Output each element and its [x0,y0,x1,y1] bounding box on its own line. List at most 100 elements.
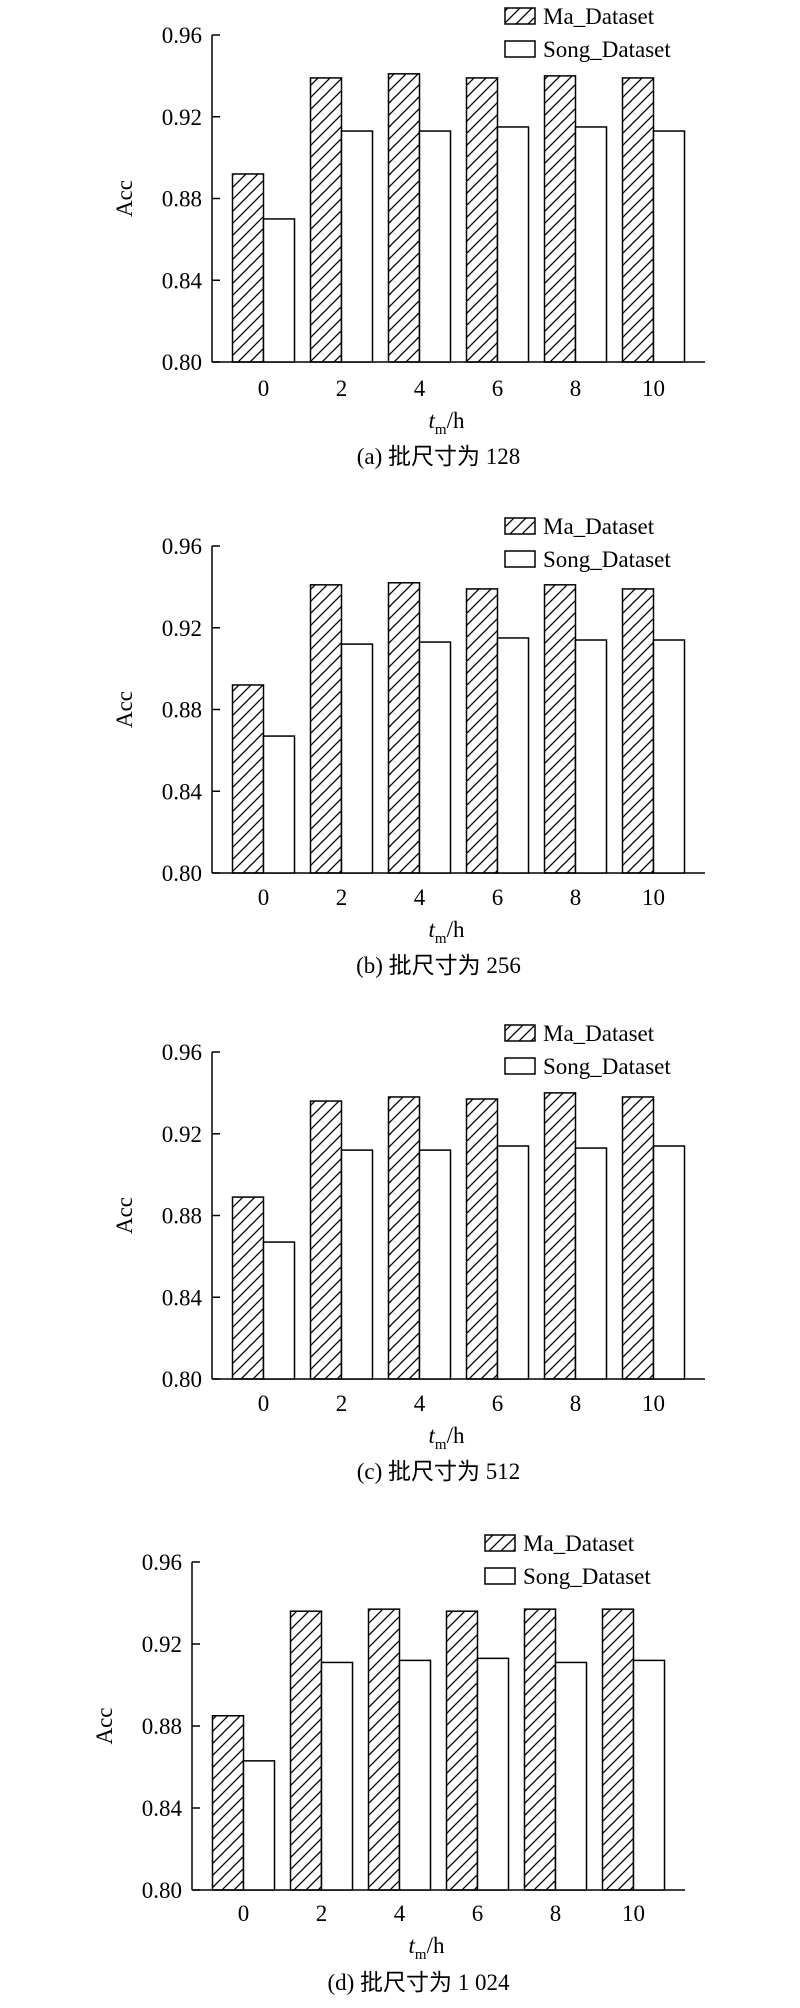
chart-panel-a: 0.80 0.84 0.88 0.92 0.96 Acc 0 2 4 6 8 10 tm/h Ma_Dat… [112,4,705,469]
chart-panel-b: 0.80 0.84 0.88 0.92 0.96 Acc 0 2 4 6 8 10 tm/h Ma_Dat… [112,514,705,978]
x-axis-title-sub: m [435,931,447,947]
bar-ma-dataset [465,1098,499,1380]
legend-label: Song_Dataset [523,1564,651,1589]
bar-song-dataset [496,126,530,363]
legend-label: Song_Dataset [543,1054,671,1079]
bar-ma-dataset [309,77,343,363]
y-tick-label: 0.84 [162,1285,203,1310]
bar-ma-dataset [543,584,577,874]
legend-label: Song_Dataset [543,547,671,572]
x-tick-label: 4 [394,1901,406,1926]
bar-song-dataset [574,1147,608,1380]
bar-ma-dataset [445,1610,479,1891]
x-tick-label: 0 [258,376,270,401]
y-tick-label: 0.88 [142,1714,182,1739]
y-tick-label: 0.92 [162,105,202,130]
legend-swatch-song-dataset [484,1567,516,1585]
x-axis-title-unit: /h [427,1933,445,1958]
bar-ma-dataset [231,173,265,363]
bar-song-dataset [496,637,530,874]
y-tick-label: 0.88 [162,1204,202,1229]
x-axis-title: tm/h [429,917,465,947]
x-tick-label: 8 [550,1901,562,1926]
x-axis-title-unit: /h [447,1423,465,1448]
bar-song-dataset [574,639,608,874]
bar-ma-dataset [621,588,655,874]
x-axis-title-sub: m [435,422,447,438]
legend-swatch-ma-dataset [504,7,536,25]
legend-label: Song_Dataset [543,37,671,62]
legend-label: Ma_Dataset [543,1021,655,1046]
legend-swatch-ma-dataset [504,1024,536,1042]
bar-song-dataset [398,1659,432,1891]
y-tick-label: 0.96 [162,1040,202,1065]
y-tick-label: 0.84 [162,779,203,804]
x-axis-title-unit: /h [447,408,465,433]
x-axis-title: tm/h [429,408,465,438]
legend-swatch-ma-dataset [504,517,536,535]
bar-song-dataset [652,130,686,363]
bar-song-dataset [554,1661,588,1891]
x-tick-label: 2 [336,1391,348,1416]
bar-ma-dataset [309,1100,343,1380]
chart-panel-c: 0.80 0.84 0.88 0.92 0.96 Acc 0 2 4 6 8 10 tm/h Ma_Dat… [112,1021,705,1484]
bar-song-dataset [574,126,608,363]
bar-song-dataset [652,1145,686,1380]
x-tick-label: 10 [642,1391,665,1416]
bar-ma-dataset [309,584,343,874]
x-tick-label: 2 [336,376,348,401]
bar-song-dataset [262,218,296,363]
x-tick-label: 8 [570,1391,582,1416]
bar-song-dataset [496,1145,530,1380]
bar-song-dataset [476,1657,510,1891]
legend-label: Ma_Dataset [543,514,655,539]
y-tick-label: 0.92 [162,616,202,641]
legend-label: Ma_Dataset [543,4,655,29]
chart-panel-d: 0.80 0.84 0.88 0.92 0.96 Acc 0 2 4 6 8 10 tm/h Ma_Dat… [92,1531,685,1995]
x-tick-label: 0 [258,885,270,910]
bar-song-dataset [418,1149,452,1380]
x-axis-title-var: t [429,408,436,433]
x-tick-label: 8 [570,885,582,910]
legend-swatch-song-dataset [504,1057,536,1075]
bar-ma-dataset [231,1196,265,1380]
bar-ma-dataset [601,1608,635,1891]
bar-ma-dataset [387,1096,421,1380]
y-axis-title: Acc [112,180,137,217]
x-tick-label: 10 [642,885,665,910]
y-tick-label: 0.96 [162,23,202,48]
x-tick-label: 6 [472,1901,484,1926]
x-tick-label: 4 [414,1391,426,1416]
chart-caption: (d) 批尺寸为 1 024 [327,1970,510,1995]
y-axis-title: Acc [112,1197,137,1234]
x-tick-label: 10 [622,1901,645,1926]
x-tick-label: 2 [336,885,348,910]
bar-song-dataset [262,1241,296,1380]
chart-caption: (b) 批尺寸为 256 [356,953,521,978]
y-tick-label: 0.92 [162,1122,202,1147]
bar-song-dataset [340,643,374,874]
y-tick-label: 0.80 [162,350,202,375]
x-tick-label: 6 [492,885,504,910]
bar-ma-dataset [231,684,265,874]
bar-ma-dataset [387,73,421,363]
x-tick-label: 2 [316,1901,328,1926]
bar-song-dataset [652,639,686,874]
bar-song-dataset [320,1661,354,1891]
chart-caption: (c) 批尺寸为 512 [357,1459,521,1484]
bar-song-dataset [262,735,296,874]
legend-label: Ma_Dataset [523,1531,635,1556]
bar-song-dataset [340,130,374,363]
chart-caption: (a) 批尺寸为 128 [357,444,521,469]
bar-ma-dataset [523,1608,557,1891]
y-tick-label: 0.84 [142,1796,183,1821]
y-tick-label: 0.96 [162,534,202,559]
bar-song-dataset [242,1760,276,1891]
bar-song-dataset [632,1659,666,1891]
x-tick-label: 4 [414,885,426,910]
x-tick-label: 4 [414,376,426,401]
bar-ma-dataset [543,1092,577,1380]
bar-song-dataset [418,130,452,363]
bar-ma-dataset [289,1610,323,1891]
